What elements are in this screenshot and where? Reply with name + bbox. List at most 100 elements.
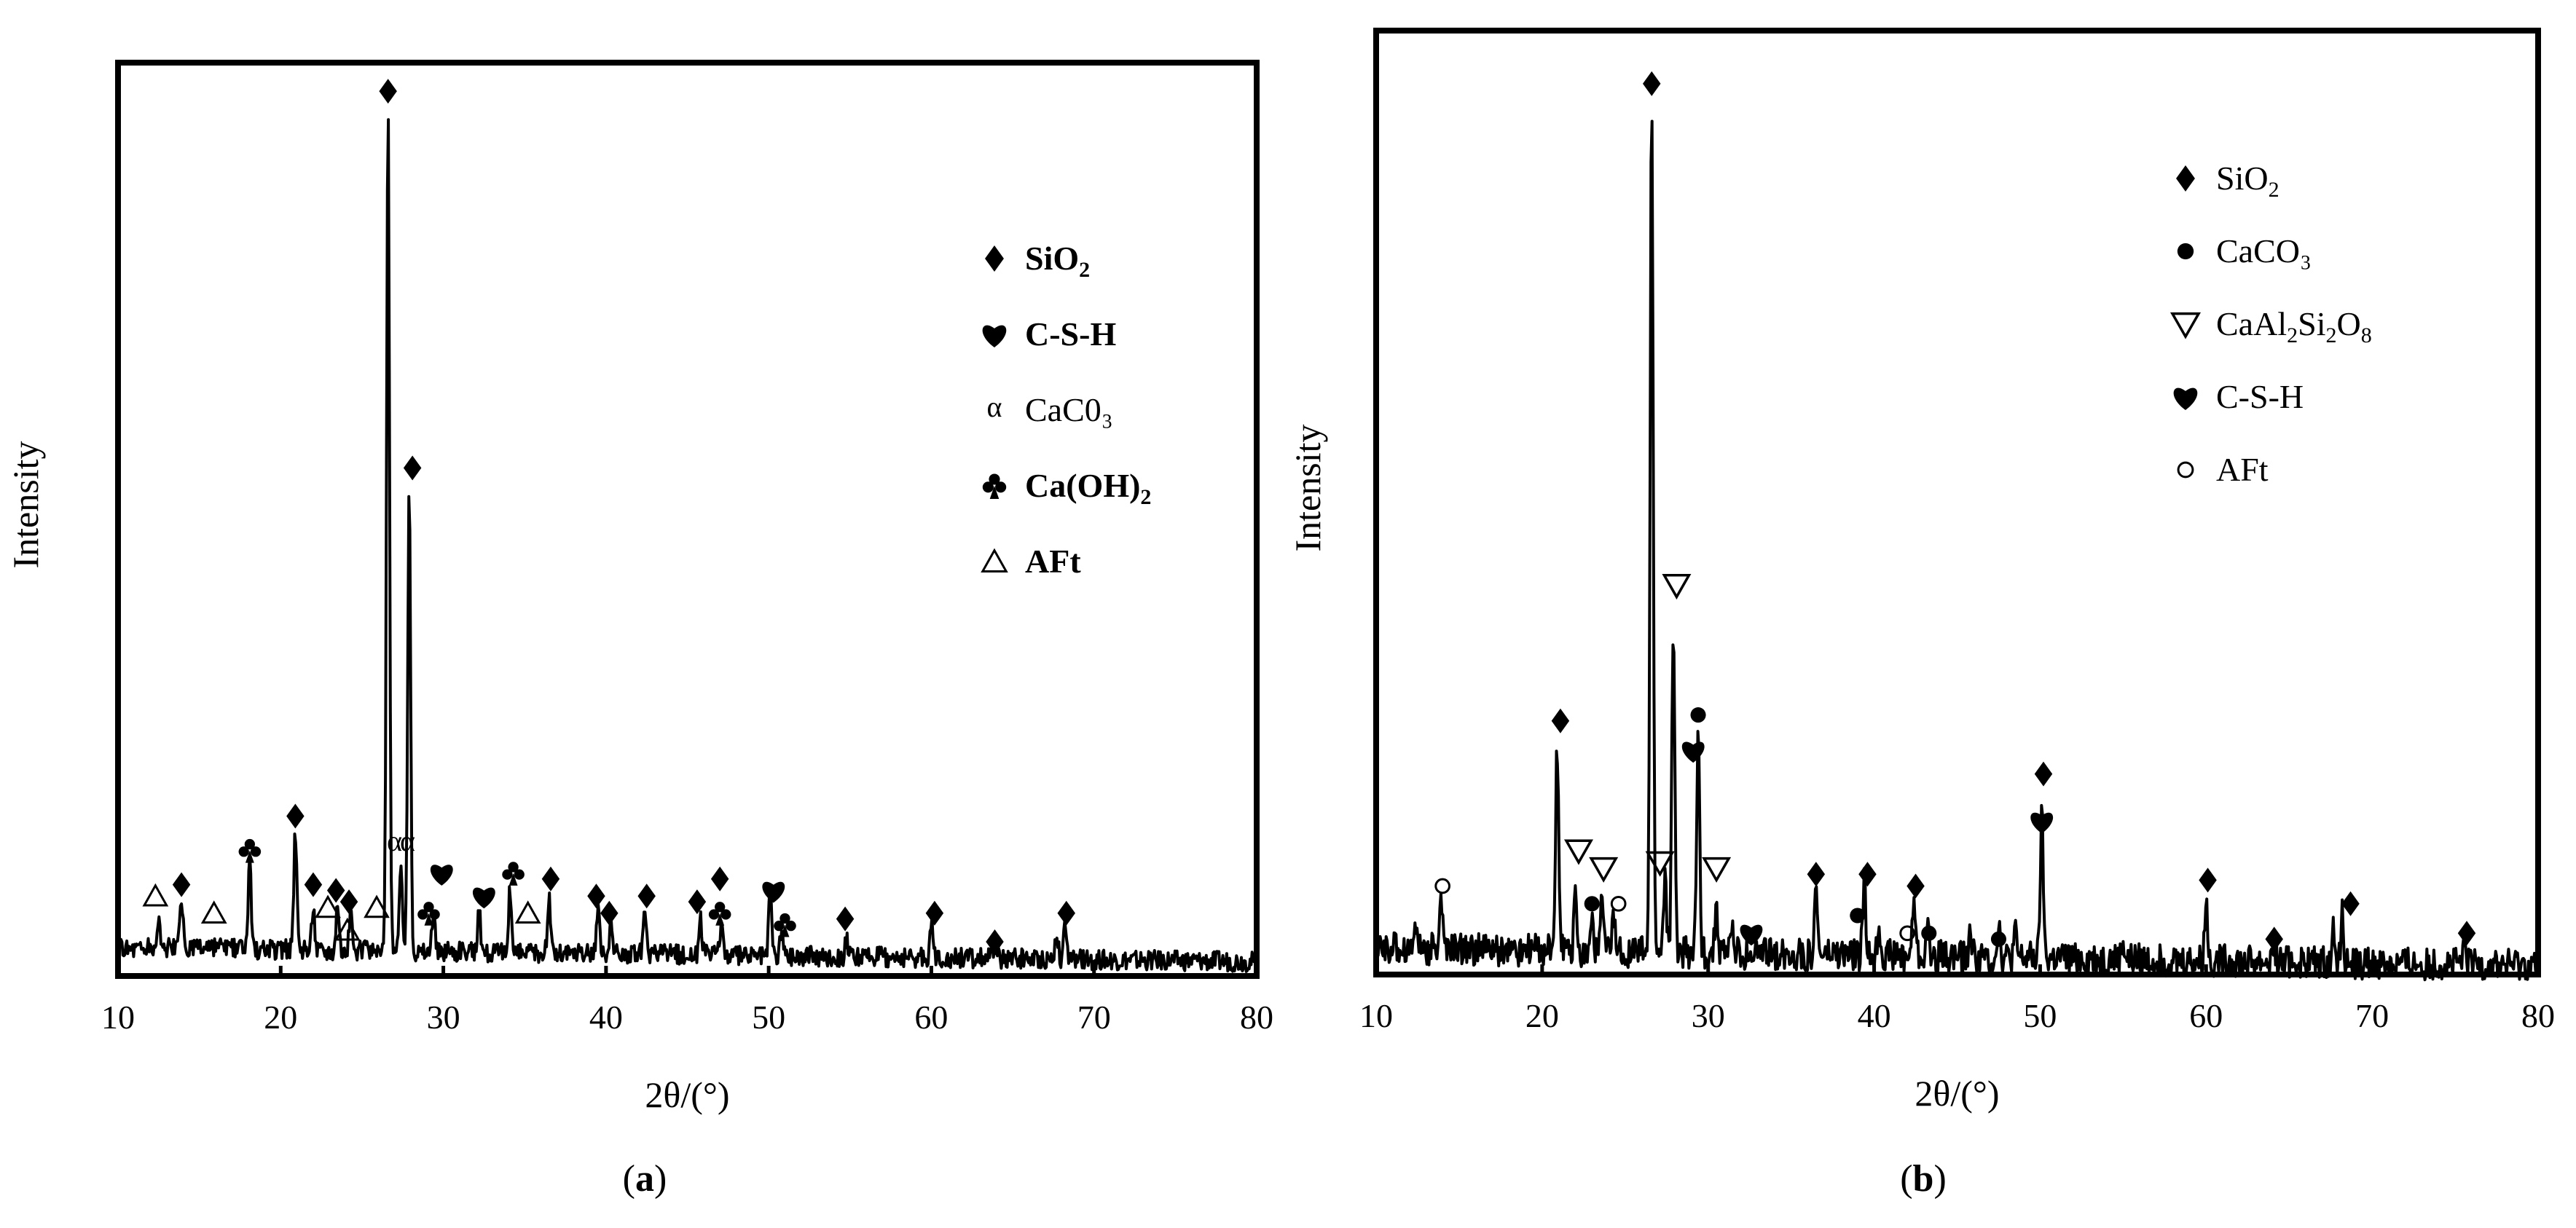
x-tick-label: 40: [1858, 997, 1891, 1034]
x-axis-title: 2θ/(°): [1915, 1073, 1999, 1114]
x-tick-label: 20: [1525, 997, 1559, 1034]
peak-marker-diamond: [688, 889, 707, 915]
legend-symbol-dot: [2177, 243, 2194, 260]
peak-marker-dot: [1584, 896, 1600, 912]
panel-b: 10 20 30 40 50 60 70 80 2θ/(°) Intensity (b) SiO2 Ca…: [1287, 28, 2555, 1200]
legend-label: SiO2: [1025, 240, 1090, 282]
peak-marker-triangle-down: [1589, 857, 1619, 883]
peak-marker-club: [417, 902, 440, 926]
peak-marker-triangle-down: [1563, 839, 1594, 865]
peak-marker-diamond: [600, 900, 619, 926]
peak-marker-diamond: [2199, 867, 2217, 893]
peak-marker-triangle-down: [1662, 574, 1692, 600]
legend-label: AFt: [2216, 451, 2269, 488]
x-tick-label: 70: [1077, 999, 1111, 1036]
y-axis-title: Intensity: [5, 441, 46, 569]
legend-symbol-triangle-down: [2169, 312, 2202, 339]
legend-label: C-S-H: [2216, 378, 2304, 415]
peak-marker-diamond: [326, 878, 345, 903]
peak-marker-circle: [1434, 878, 1450, 894]
x-tick-label: 30: [427, 999, 460, 1036]
peak-marker-triangle: [334, 917, 361, 941]
peak-marker-club: [502, 862, 525, 886]
peak-marker-heart: [1681, 741, 1705, 763]
peak-marker-heart: [762, 881, 785, 903]
x-tick-label: 50: [2023, 997, 2057, 1034]
peak-marker-club: [708, 902, 731, 926]
legend-label: AFt: [1025, 543, 1081, 580]
peak-marker-diamond: [1907, 873, 1925, 899]
legend-label: CaAl2Si2O8: [2216, 305, 2372, 347]
peak-marker-diamond: [379, 79, 397, 104]
legend-symbol-alpha: α: [987, 390, 1002, 423]
panel-label: (b): [1900, 1158, 1947, 1200]
peak-marker-diamond: [1057, 900, 1075, 926]
panel-label: (a): [623, 1158, 667, 1200]
legend-symbol-heart: [982, 325, 1007, 347]
xrd-pattern-line: [117, 118, 1258, 973]
peak-marker-dot: [1990, 931, 2007, 947]
peak-marker-diamond: [2265, 926, 2283, 952]
peak-marker-diamond: [286, 803, 305, 829]
peak-marker-triangle: [514, 900, 541, 924]
peak-marker-club: [238, 838, 262, 863]
legend-label: Ca(OH)2: [1025, 467, 1151, 509]
plot-frame: [1373, 28, 2541, 977]
peak-marker-triangle: [200, 900, 227, 924]
peak-marker-triangle: [364, 894, 390, 918]
peak-marker-diamond: [1643, 71, 1661, 96]
plot-frame: [115, 60, 1260, 979]
x-tick-label: 40: [589, 999, 623, 1036]
peak-marker-diamond: [925, 900, 944, 926]
peak-marker-diamond: [587, 883, 605, 909]
peak-marker-alpha: α: [387, 824, 402, 857]
x-axis-title: 2θ/(°): [645, 1074, 729, 1115]
legend-symbol-diamond: [985, 245, 1004, 272]
peak-marker-triangle: [142, 883, 169, 907]
x-tick-label: 30: [1692, 997, 1725, 1034]
peak-marker-circle: [1899, 925, 1915, 942]
x-tick-label: 80: [2521, 997, 2555, 1034]
panel-a: 10 20 30 40 50 60 70 802θ/(°)Intensity(a)ααSiO2…: [5, 60, 1273, 1200]
peak-marker-heart: [2030, 812, 2054, 834]
peak-marker-diamond: [2034, 761, 2053, 787]
peak-marker-heart: [472, 887, 495, 909]
legend-label: SiO2: [2216, 160, 2279, 202]
peak-marker-circle: [1610, 895, 1627, 912]
y-axis-title: Intensity: [1287, 425, 1328, 552]
peak-marker-diamond: [172, 872, 191, 897]
peak-marker-diamond: [1858, 862, 1877, 887]
legend-symbol-triangle: [981, 548, 1008, 572]
peak-marker-heart: [1740, 924, 1763, 946]
peak-marker-diamond: [541, 866, 560, 892]
peak-marker-club: [774, 913, 796, 937]
x-tick-label: 50: [752, 999, 785, 1036]
peak-marker-diamond: [2457, 921, 2476, 946]
legend-label: C-S-H: [1025, 315, 1116, 353]
x-tick-label: 20: [264, 999, 297, 1036]
peak-marker-diamond: [304, 872, 323, 897]
x-tick-label: 10: [101, 999, 135, 1036]
legend-symbol-heart: [2173, 387, 2198, 410]
peak-marker-triangle-down: [1645, 851, 1675, 877]
legend-symbol-club: [982, 473, 1007, 499]
legend-symbol-diamond: [2176, 165, 2195, 192]
x-tick-label: 80: [1240, 999, 1273, 1036]
peak-marker-diamond: [986, 929, 1004, 954]
peak-marker-diamond: [1807, 862, 1826, 887]
x-tick-label: 70: [2355, 997, 2389, 1034]
x-tick-label: 60: [914, 999, 948, 1036]
legend-label: CaCO₃: [2216, 232, 2312, 269]
peak-marker-dot: [1690, 707, 1706, 723]
peak-marker-diamond: [403, 455, 422, 481]
peak-marker-diamond: [836, 906, 855, 932]
peak-marker-diamond: [1551, 708, 1570, 733]
peak-marker-triangle: [315, 894, 341, 918]
legend-label: CaC0₃: [1025, 391, 1113, 428]
peak-marker-diamond: [637, 883, 656, 909]
x-tick-label: 10: [1359, 997, 1393, 1034]
peak-marker-alpha: α: [400, 824, 415, 857]
peak-marker-heart: [430, 865, 453, 886]
xrd-pattern-line: [1375, 119, 2540, 982]
